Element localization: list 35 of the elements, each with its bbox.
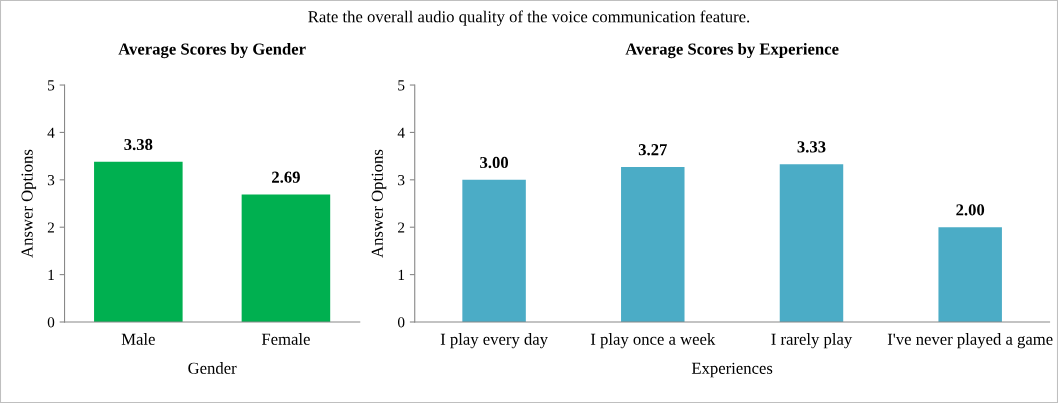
y-tick-label: 2 xyxy=(398,222,405,233)
y-tick-label: 4 xyxy=(397,127,405,138)
y-tick-label: 3 xyxy=(47,175,55,186)
bar xyxy=(779,164,844,322)
x-tick-label: I play every day xyxy=(440,333,548,349)
x-tick-label: Male xyxy=(121,333,155,345)
chart-title: Average Scores by Gender xyxy=(118,42,306,59)
y-tick-label: 0 xyxy=(47,317,55,328)
y-tick-label: 5 xyxy=(398,80,405,91)
data-label: 3.33 xyxy=(797,141,826,153)
y-axis-title: Answer Options xyxy=(371,149,387,258)
y-axis-title: Answer Options xyxy=(21,149,37,258)
x-axis-title: Experiences xyxy=(691,362,773,378)
y-tick-label: 1 xyxy=(48,269,54,280)
chart-title: Average Scores by Experience xyxy=(625,42,839,59)
y-tick-label: 4 xyxy=(47,127,55,138)
x-tick-label: I play once a week xyxy=(590,333,716,349)
x-tick-label: Female xyxy=(261,333,310,345)
y-tick-label: 3 xyxy=(398,175,405,186)
data-label: 3.00 xyxy=(480,156,509,169)
x-tick-label: I rarely play xyxy=(771,333,853,349)
y-tick-label: 5 xyxy=(48,80,55,91)
bar xyxy=(621,167,685,322)
bar xyxy=(938,227,1002,322)
bar xyxy=(462,179,526,322)
y-tick-label: 1 xyxy=(398,269,405,280)
y-tick-label: 2 xyxy=(47,222,54,233)
data-label: 2.00 xyxy=(956,204,985,216)
x-axis-title: Gender xyxy=(188,362,237,374)
y-tick-label: 0 xyxy=(397,317,405,328)
data-label: 3.27 xyxy=(638,144,667,156)
x-tick-label: I've never played a game xyxy=(887,333,1053,349)
data-label: 2.69 xyxy=(272,171,300,183)
text: Rate the overall audio quality of the voice communication feature. xyxy=(308,10,750,26)
data-label: 3.38 xyxy=(124,138,153,151)
